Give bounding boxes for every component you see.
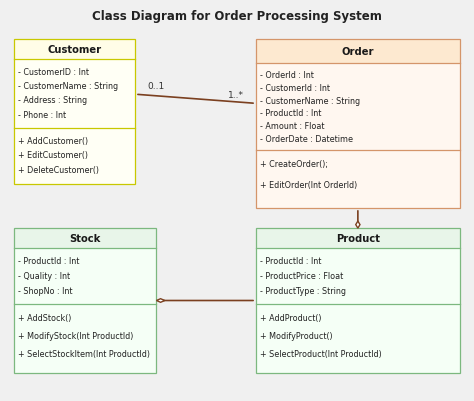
- Text: - Address : String: - Address : String: [18, 96, 87, 105]
- Bar: [14, 249, 156, 305]
- Text: + DeleteCustomer(): + DeleteCustomer(): [18, 166, 99, 174]
- Bar: [256, 249, 460, 305]
- Bar: [256, 64, 460, 151]
- Text: - ShopNo : Int: - ShopNo : Int: [18, 286, 73, 295]
- Bar: [14, 229, 156, 249]
- Polygon shape: [156, 299, 165, 302]
- Bar: [256, 229, 460, 249]
- Text: 0..1: 0..1: [147, 82, 164, 91]
- Text: - ProductId : Int: - ProductId : Int: [260, 256, 321, 265]
- Text: - Phone : Int: - Phone : Int: [18, 110, 66, 119]
- Bar: [256, 305, 460, 373]
- Text: + AddCustomer(): + AddCustomer(): [18, 136, 88, 145]
- Bar: [14, 40, 135, 60]
- Text: + SelectProduct(Int ProductId): + SelectProduct(Int ProductId): [260, 349, 382, 358]
- Polygon shape: [356, 221, 360, 229]
- Text: - ProductType : String: - ProductType : String: [260, 286, 346, 295]
- Bar: [14, 40, 135, 184]
- Text: Order: Order: [342, 47, 374, 57]
- Text: - CustomerName : String: - CustomerName : String: [18, 82, 118, 91]
- Text: + AddStock(): + AddStock(): [18, 313, 72, 322]
- Text: Product: Product: [336, 234, 380, 244]
- Text: - ProductId : Int: - ProductId : Int: [18, 256, 79, 265]
- Text: - ProductPrice : Float: - ProductPrice : Float: [260, 271, 343, 280]
- Bar: [256, 229, 460, 373]
- Text: + ModifyStock(Int ProductId): + ModifyStock(Int ProductId): [18, 331, 133, 340]
- Text: + AddProduct(): + AddProduct(): [260, 313, 321, 322]
- Text: - ProductId : Int: - ProductId : Int: [260, 109, 321, 118]
- Bar: [256, 151, 460, 209]
- Text: - Quality : Int: - Quality : Int: [18, 271, 70, 280]
- Bar: [256, 40, 460, 64]
- Text: + EditOrder(Int OrderId): + EditOrder(Int OrderId): [260, 181, 357, 190]
- Text: - CustomerName : String: - CustomerName : String: [260, 96, 360, 105]
- Text: - Amount : Float: - Amount : Float: [260, 122, 324, 131]
- Text: - CustomerId : Int: - CustomerId : Int: [260, 83, 330, 93]
- Bar: [14, 129, 135, 184]
- Text: + CreateOrder();: + CreateOrder();: [260, 160, 328, 169]
- Text: Stock: Stock: [70, 234, 101, 244]
- Text: Customer: Customer: [47, 45, 102, 55]
- Text: + SelectStockItem(Int ProductId): + SelectStockItem(Int ProductId): [18, 349, 150, 358]
- Text: - OrderDate : Datetime: - OrderDate : Datetime: [260, 135, 353, 144]
- Bar: [14, 305, 156, 373]
- Text: - CustomerID : Int: - CustomerID : Int: [18, 68, 89, 77]
- Bar: [14, 229, 156, 373]
- Bar: [256, 40, 460, 209]
- Text: 1..*: 1..*: [228, 91, 244, 100]
- Text: Class Diagram for Order Processing System: Class Diagram for Order Processing Syste…: [92, 10, 382, 23]
- Text: + EditCustomer(): + EditCustomer(): [18, 151, 88, 160]
- Text: + ModifyProduct(): + ModifyProduct(): [260, 331, 332, 340]
- Text: - OrderId : Int: - OrderId : Int: [260, 71, 314, 80]
- Bar: [14, 60, 135, 129]
